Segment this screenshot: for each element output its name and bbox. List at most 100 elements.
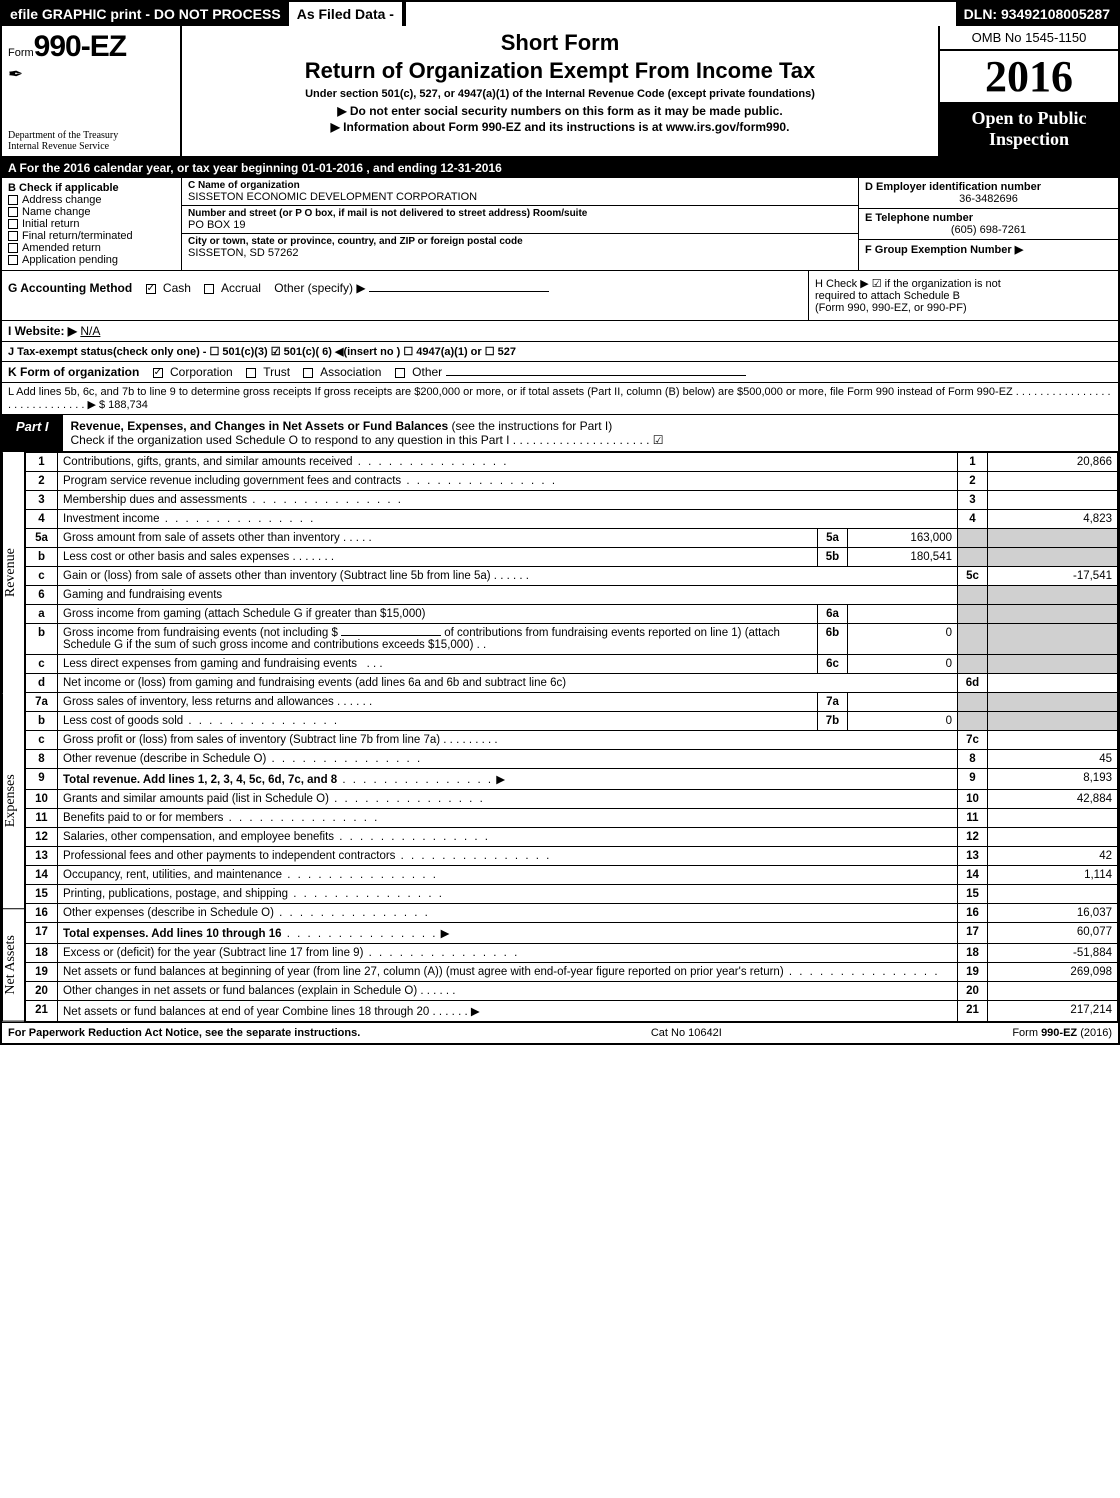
chk-initial-return[interactable]: Initial return	[8, 218, 175, 230]
line-19: 19 Net assets or fund balances at beginn…	[26, 963, 1118, 982]
part-i-subtitle: (see the instructions for Part I)	[448, 419, 612, 433]
website-val: N/A	[80, 324, 100, 338]
line-16: 16 Other expenses (describe in Schedule …	[26, 904, 1118, 923]
other-org-input[interactable]	[446, 375, 746, 376]
group-exempt-lbl: F Group Exemption Number ▶	[865, 244, 1023, 256]
org-addr-lbl: Number and street (or P O box, if mail i…	[188, 208, 852, 219]
box-g: G Accounting Method Cash Accrual Other (…	[2, 271, 808, 320]
page-footer: For Paperwork Reduction Act Notice, see …	[2, 1022, 1118, 1043]
h-line2: required to attach Schedule B	[815, 290, 1112, 302]
box-def: D Employer identification number 36-3482…	[858, 178, 1118, 270]
h-line1: H Check ▶ ☑ if the organization is not	[815, 277, 1112, 290]
fundraising-amount-input[interactable]	[341, 635, 441, 636]
top-bar: efile GRAPHIC print - DO NOT PROCESS As …	[2, 2, 1118, 26]
top-spacer	[406, 2, 956, 26]
chk-other-org[interactable]	[395, 368, 405, 378]
side-labels: Revenue Expenses Net Assets	[2, 452, 25, 1022]
line-17: 17 Total expenses. Add lines 10 through …	[26, 923, 1118, 944]
open-line1: Open to Public	[946, 108, 1112, 129]
row-k: K Form of organization Corporation Trust…	[2, 362, 1118, 383]
line-5b: b Less cost or other basis and sales exp…	[26, 548, 1118, 567]
lbl-trust: Trust	[263, 365, 290, 379]
line-4: 4 Investment income 4 4,823	[26, 510, 1118, 529]
part-i-check: Check if the organization used Schedule …	[71, 433, 1110, 447]
lbl-accrual: Accrual	[221, 281, 261, 295]
open-line2: Inspection	[946, 129, 1112, 150]
lbl-other-org: Other	[412, 365, 442, 379]
line-14: 14 Occupancy, rent, utilities, and maint…	[26, 866, 1118, 885]
ssn-note: ▶ Do not enter social security numbers o…	[192, 104, 928, 118]
part-i-tab: Part I	[2, 415, 63, 451]
ein-val: 36-3482696	[865, 193, 1112, 205]
chk-corp[interactable]	[153, 368, 163, 378]
form-990ez-page: efile GRAPHIC print - DO NOT PROCESS As …	[0, 0, 1120, 1045]
chk-assoc[interactable]	[303, 368, 313, 378]
org-city: SISSETON, SD 57262	[188, 247, 852, 259]
side-revenue: Revenue	[2, 452, 24, 693]
part-i-title: Revenue, Expenses, and Changes in Net As…	[63, 415, 1118, 451]
header-left: Form990-EZ ✒ Department of the Treasury …	[2, 26, 182, 156]
line-3: 3 Membership dues and assessments 3	[26, 491, 1118, 510]
short-form-label: Short Form	[192, 30, 928, 56]
box-f: F Group Exemption Number ▶	[859, 240, 1118, 259]
line-6b: b Gross income from fundraising events (…	[26, 624, 1118, 655]
seal-icon: ✒	[8, 64, 174, 85]
line-9: 9 Total revenue. Add lines 1, 2, 3, 4, 5…	[26, 769, 1118, 790]
org-addr: PO BOX 19	[188, 219, 852, 231]
chk-cash[interactable]	[146, 284, 156, 294]
chk-trust[interactable]	[246, 368, 256, 378]
line-6c: c Less direct expenses from gaming and f…	[26, 655, 1118, 674]
website-lbl: I Website: ▶	[8, 324, 77, 338]
chk-application-pending[interactable]: Application pending	[8, 254, 175, 266]
org-city-cell: City or town, state or province, country…	[182, 234, 858, 261]
line-1: 1 Contributions, gifts, grants, and simi…	[26, 453, 1118, 472]
line-18: 18 Excess or (deficit) for the year (Sub…	[26, 944, 1118, 963]
form-prefix: Form	[8, 47, 34, 59]
line-6: 6 Gaming and fundraising events	[26, 586, 1118, 605]
chk-address-change[interactable]: Address change	[8, 194, 175, 206]
line-8: 8 Other revenue (describe in Schedule O)…	[26, 750, 1118, 769]
lbl-cash: Cash	[163, 281, 191, 295]
org-name-lbl: C Name of organization	[188, 180, 852, 191]
line-6a: a Gross income from gaming (attach Sched…	[26, 605, 1118, 624]
footer-right: Form 990-EZ (2016)	[1012, 1027, 1112, 1039]
row-j-tax-exempt: J Tax-exempt status(check only one) - ☐ …	[2, 342, 1118, 362]
org-city-lbl: City or town, state or province, country…	[188, 236, 852, 247]
dept-line1: Department of the Treasury	[8, 130, 174, 141]
tel-lbl: E Telephone number	[865, 212, 1112, 224]
row-l: L Add lines 5b, 6c, and 7b to line 9 to …	[2, 383, 1118, 415]
side-expenses: Expenses	[2, 693, 24, 909]
chk-name-change[interactable]: Name change	[8, 206, 175, 218]
line-12: 12 Salaries, other compensation, and emp…	[26, 828, 1118, 847]
line-7c: c Gross profit or (loss) from sales of i…	[26, 731, 1118, 750]
row-i: I Website: ▶ N/A	[2, 321, 1118, 342]
side-netassets: Net Assets	[2, 909, 24, 1022]
as-filed-label: As Filed Data -	[289, 2, 406, 26]
line-5a: 5a Gross amount from sale of assets othe…	[26, 529, 1118, 548]
omb-number: OMB No 1545-1150	[940, 26, 1118, 51]
dept-line2: Internal Revenue Service	[8, 141, 174, 152]
row-gh: G Accounting Method Cash Accrual Other (…	[2, 271, 1118, 321]
box-h: H Check ▶ ☑ if the organization is not r…	[808, 271, 1118, 320]
line-7b: b Less cost of goods sold 7b 0	[26, 712, 1118, 731]
lines-container: 1 Contributions, gifts, grants, and simi…	[25, 452, 1118, 1022]
org-name: SISSETON ECONOMIC DEVELOPMENT CORPORATIO…	[188, 191, 852, 203]
line-6d: d Net income or (loss) from gaming and f…	[26, 674, 1118, 693]
dept-treasury: Department of the Treasury Internal Reve…	[8, 130, 174, 152]
chk-accrual[interactable]	[204, 284, 214, 294]
accounting-lbl: G Accounting Method	[8, 281, 132, 295]
k-lbl: K Form of organization	[8, 365, 139, 379]
efile-label: efile GRAPHIC print - DO NOT PROCESS	[2, 2, 289, 26]
part-i-body: Revenue Expenses Net Assets 1 Contributi…	[2, 452, 1118, 1022]
line-20: 20 Other changes in net assets or fund b…	[26, 982, 1118, 1001]
lbl-other: Other (specify) ▶	[274, 281, 365, 295]
box-b-head: B Check if applicable	[8, 182, 175, 194]
chk-final-return[interactable]: Final return/terminated	[8, 230, 175, 242]
info-note: ▶ Information about Form 990-EZ and its …	[192, 120, 928, 134]
line-7a: 7a Gross sales of inventory, less return…	[26, 693, 1118, 712]
line-21: 21 Net assets or fund balances at end of…	[26, 1001, 1118, 1022]
other-specify-input[interactable]	[369, 291, 549, 292]
tax-year: 2016	[940, 51, 1118, 102]
header-mid: Short Form Return of Organization Exempt…	[182, 26, 938, 156]
chk-amended-return[interactable]: Amended return	[8, 242, 175, 254]
